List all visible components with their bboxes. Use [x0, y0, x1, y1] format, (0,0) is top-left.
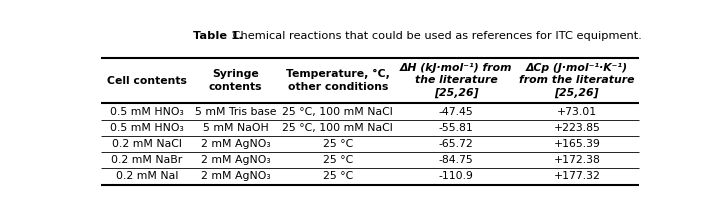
Text: 25 °C: 25 °C	[323, 139, 353, 149]
Text: +73.01: +73.01	[557, 107, 597, 116]
Text: 25 °C: 25 °C	[323, 171, 353, 181]
Text: -65.72: -65.72	[438, 139, 474, 149]
Text: 0.5 mM HNO₃: 0.5 mM HNO₃	[110, 123, 184, 133]
Text: 5 mM NaOH: 5 mM NaOH	[203, 123, 269, 133]
Text: 0.2 mM NaBr: 0.2 mM NaBr	[111, 155, 183, 165]
Text: 2 mM AgNO₃: 2 mM AgNO₃	[201, 139, 271, 149]
Text: -55.81: -55.81	[438, 123, 474, 133]
Text: +223.85: +223.85	[553, 123, 600, 133]
Text: -110.9: -110.9	[438, 171, 474, 181]
Text: -84.75: -84.75	[438, 155, 474, 165]
Text: 25 °C: 25 °C	[323, 155, 353, 165]
Text: 0.5 mM HNO₃: 0.5 mM HNO₃	[110, 107, 184, 116]
Text: 5 mM Tris base: 5 mM Tris base	[195, 107, 277, 116]
Text: -47.45: -47.45	[438, 107, 474, 116]
Text: 0.2 mM NaI: 0.2 mM NaI	[116, 171, 178, 181]
Text: 25 °C, 100 mM NaCl: 25 °C, 100 mM NaCl	[282, 107, 393, 116]
Text: 2 mM AgNO₃: 2 mM AgNO₃	[201, 155, 271, 165]
Text: Chemical reactions that could be used as references for ITC equipment.: Chemical reactions that could be used as…	[229, 31, 642, 41]
Text: Table 1. Chemical reactions that could be used as references for ITC equipment.: Table 1. Chemical reactions that could b…	[0, 210, 1, 211]
Text: ΔCp (J·mol⁻¹·K⁻¹)
from the literature
[25,26]: ΔCp (J·mol⁻¹·K⁻¹) from the literature [2…	[519, 63, 635, 98]
Text: +172.38: +172.38	[553, 155, 600, 165]
Text: +165.39: +165.39	[553, 139, 600, 149]
Text: Syringe
contents: Syringe contents	[209, 69, 263, 92]
Text: 0.2 mM NaCl: 0.2 mM NaCl	[112, 139, 182, 149]
Text: 2 mM AgNO₃: 2 mM AgNO₃	[201, 171, 271, 181]
Text: 25 °C, 100 mM NaCl: 25 °C, 100 mM NaCl	[282, 123, 393, 133]
Text: Table 1.: Table 1.	[193, 31, 243, 41]
Text: +177.32: +177.32	[553, 171, 600, 181]
Text: ΔH (kJ·mol⁻¹) from
the literature
[25,26]: ΔH (kJ·mol⁻¹) from the literature [25,26…	[400, 63, 512, 98]
Text: Cell contents: Cell contents	[107, 76, 187, 86]
Text: Temperature, °C,
other conditions: Temperature, °C, other conditions	[286, 69, 390, 92]
